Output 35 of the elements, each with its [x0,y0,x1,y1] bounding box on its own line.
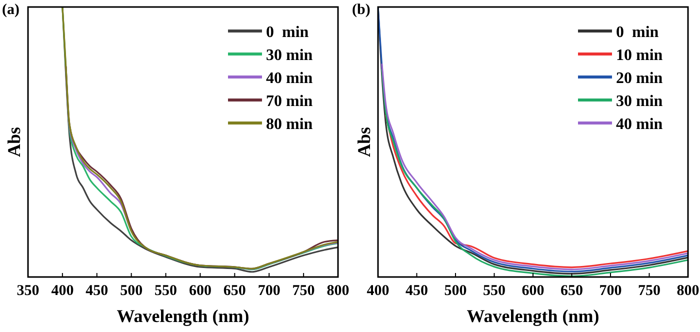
legend-label: 30 min [616,93,663,110]
chart-title: (b) [352,2,370,18]
x-tick-label: 650 [223,283,246,299]
x-tick-label: 700 [258,283,280,299]
x-tick-label: 700 [599,283,622,299]
legend-label: 80 min [266,116,313,133]
x-tick-label: 450 [86,283,108,299]
x-tick-label: 650 [560,283,583,299]
x-axis-title: Wavelength (nm) [466,306,600,326]
chart-title: (a) [2,2,20,18]
legend-label: 0 min [266,24,309,41]
x-tick-label: 800 [326,283,350,299]
legend-label: 40 min [616,116,663,133]
x-tick-label: 550 [483,283,506,299]
legend-label: 0 min [616,24,659,41]
x-tick-label: 400 [51,283,74,299]
x-tick-label: 600 [522,283,544,299]
legend-label: 70 min [266,93,313,110]
legend-label: 20 min [616,70,663,87]
y-axis-title: Abs [354,126,374,158]
x-tick-label: 400 [366,283,390,299]
x-tick-label: 800 [676,283,700,299]
x-tick-label: 500 [444,283,467,299]
x-tick-label: 350 [16,283,40,299]
x-tick-label: 500 [120,283,143,299]
x-tick-label: 450 [406,283,428,299]
legend-label: 40 min [266,70,313,87]
y-axis-title: Abs [4,126,24,158]
x-tick-label: 750 [638,283,660,299]
legend-label: 30 min [266,47,313,64]
x-tick-label: 550 [154,283,178,299]
x-axis-title: Wavelength (nm) [116,306,250,326]
x-tick-label: 750 [292,283,315,299]
x-tick-label: 600 [188,283,212,299]
legend-label: 10 min [616,47,663,64]
